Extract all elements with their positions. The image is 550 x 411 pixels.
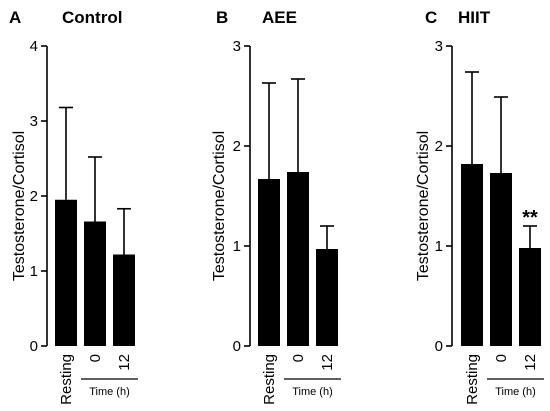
x-tick-label: 12 — [116, 354, 133, 371]
chart-title: HIIT — [458, 8, 491, 27]
y-tick-label: 1 — [30, 263, 38, 280]
chart-title: AEE — [262, 8, 297, 27]
y-tick-label: 0 — [435, 338, 443, 355]
y-tick-label: 2 — [233, 138, 241, 155]
bar-0 — [287, 172, 309, 346]
panel-letter: A — [9, 8, 21, 27]
y-tick-label: 3 — [30, 113, 38, 130]
y-axis-label: Testosterone/Cortisol — [415, 131, 432, 281]
x-tick-label: Resting — [58, 354, 75, 405]
y-tick-label: 2 — [435, 138, 443, 155]
y-tick-label: 0 — [233, 338, 241, 355]
x-tick-label: Resting — [261, 354, 278, 405]
x-tick-label: 0 — [493, 354, 510, 362]
panel-letter: B — [216, 8, 228, 27]
bar-12 — [113, 254, 135, 346]
group-label: Time (h) — [292, 386, 333, 398]
x-tick-label: 12 — [522, 354, 539, 371]
y-tick-label: 1 — [435, 238, 443, 255]
bar-resting — [461, 164, 483, 346]
chart-title: Control — [62, 8, 122, 27]
y-axis-label: Testosterone/Cortisol — [11, 131, 28, 281]
bar-resting — [55, 199, 77, 346]
bar-12 — [519, 248, 541, 346]
y-tick-label: 2 — [30, 188, 38, 205]
group-label: Time (h) — [89, 386, 130, 398]
group-label: Time (h) — [495, 386, 536, 398]
bar-0 — [490, 173, 512, 346]
x-tick-label: 12 — [319, 354, 336, 371]
significance-marker: ** — [522, 207, 538, 229]
y-axis-label: Testosterone/Cortisol — [211, 131, 228, 281]
y-tick-label: 0 — [30, 338, 38, 355]
bar-12 — [316, 249, 338, 346]
x-tick-label: Resting — [464, 354, 481, 405]
y-tick-label: 4 — [30, 38, 38, 55]
bar-resting — [258, 179, 280, 346]
x-tick-label: 0 — [290, 354, 307, 362]
bar-0 — [84, 221, 106, 346]
panel-letter: C — [425, 8, 437, 27]
y-tick-label: 1 — [233, 238, 241, 255]
y-tick-label: 3 — [435, 38, 443, 55]
x-tick-label: 0 — [87, 354, 104, 362]
y-tick-label: 3 — [233, 38, 241, 55]
panel-control: A ControlTestosterone/Cortisol01234Restin… — [9, 8, 138, 405]
